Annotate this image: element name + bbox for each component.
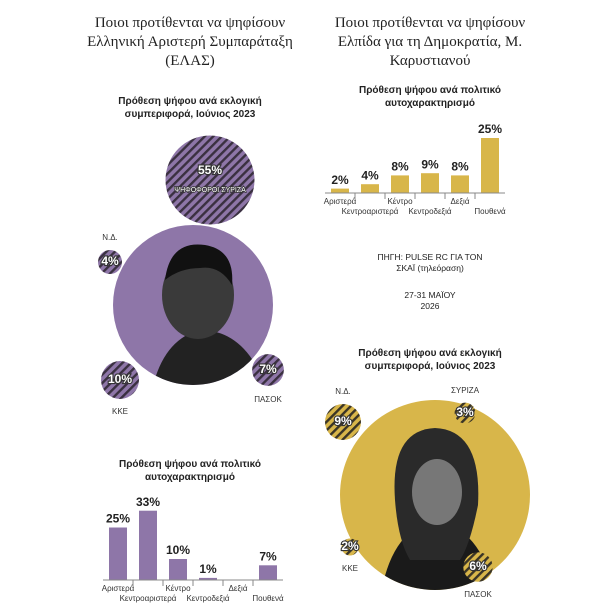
chart-title: Ποιοι προτίθενται να ψηφίσουν Ελπίδα για… [334, 15, 526, 69]
bar [139, 510, 157, 580]
bubble [454, 402, 476, 424]
category-label: ΠΑΣΟΚ [464, 590, 492, 599]
value-label: 4% [101, 254, 119, 268]
date: 27-31 ΜΑΪΟΥ 2026 [404, 290, 456, 311]
category-label: Πουθενά [252, 594, 284, 603]
bar [169, 559, 187, 580]
bubble [341, 538, 359, 556]
chart-subtitle: Πρόθεση ψήφου ανά εκλογική συμπεριφορά, … [358, 348, 502, 372]
value-label: 7% [259, 549, 277, 563]
value-label: 25% [106, 512, 130, 526]
bubble [252, 354, 284, 386]
category-label: Ν.Δ. [335, 387, 351, 396]
category-label: Κέντρο [387, 197, 413, 206]
category-label: ΚΚΕ [112, 407, 128, 416]
category-label: Δεξιά [229, 584, 248, 593]
category-label: Αριστερά [324, 197, 357, 206]
value-label: 4% [361, 168, 379, 182]
chart-title: Ποιοι προτίθενται να ψηφίσουν Ελληνική Α… [87, 15, 293, 69]
value-label: 33% [136, 495, 160, 509]
category-label: Πουθενά [474, 207, 506, 216]
category-label: ΨΗΦΟΦΟΡΟΙ ΣΥΡΙΖΑ [174, 187, 246, 194]
bar [259, 565, 277, 580]
portrait [380, 428, 495, 590]
value-label: 3% [456, 405, 474, 419]
chart-subtitle: Πρόθεση ψήφου ανά εκλογική συμπεριφορά, … [118, 96, 262, 120]
value-label: 10% [166, 543, 190, 557]
category-label: ΠΑΣΟΚ [254, 395, 282, 404]
bubble [165, 135, 255, 225]
value-label: 9% [421, 157, 439, 171]
bar [331, 188, 349, 193]
bar [451, 175, 469, 193]
value-label: 8% [451, 160, 469, 174]
category-label: Κεντροδεξιά [408, 207, 451, 216]
category-label: Κεντροδεξιά [186, 594, 229, 603]
bar [421, 173, 439, 193]
value-label: 1% [199, 562, 217, 576]
bar [391, 175, 409, 193]
category-label: Ν.Δ. [102, 233, 118, 242]
value-label: 8% [391, 160, 409, 174]
bubble [325, 404, 361, 440]
chart-subtitle: Πρόθεση ψήφου ανά πολιτικό αυτοχαρακτηρι… [359, 85, 501, 109]
category-label: Κεντροαριστερά [342, 207, 399, 216]
value-label: 10% [108, 372, 132, 386]
source: ΠΗΓΗ: PULSE RC ΓΙΑ ΤΟΝ ΣΚΑΪ (τηλεόραση) [377, 252, 483, 273]
chart-subtitle: Πρόθεση ψήφου ανά πολιτικό αυτοχαρακτηρι… [119, 459, 261, 483]
bar [109, 527, 127, 580]
bar [199, 577, 217, 580]
value-label: 25% [478, 122, 502, 136]
bubble [101, 361, 139, 399]
category-label: Αριστερά [102, 584, 135, 593]
category-label: ΣΥΡΙΖΑ [451, 386, 480, 395]
bubble [463, 552, 493, 582]
category-label: ΚΚΕ [342, 564, 358, 573]
bar [481, 138, 499, 193]
category-label: Κέντρο [165, 584, 191, 593]
value-label: 7% [259, 362, 277, 376]
value-label: 2% [341, 539, 359, 553]
value-label: 2% [331, 173, 349, 187]
category-label: Δεξιά [451, 197, 470, 206]
bubble [98, 250, 122, 274]
value-label: 55% [198, 163, 222, 177]
value-label: 6% [469, 559, 487, 573]
category-label: Κεντροαριστερά [120, 594, 177, 603]
bar [361, 184, 379, 193]
value-label: 9% [334, 414, 352, 428]
